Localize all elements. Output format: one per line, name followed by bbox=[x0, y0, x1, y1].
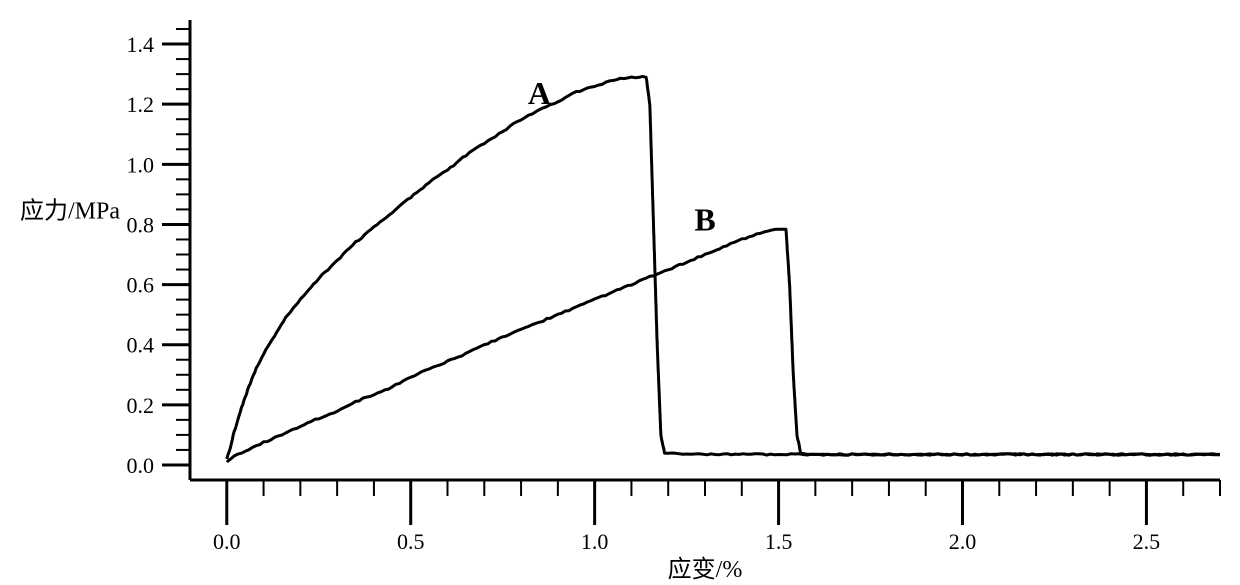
y-tick-label: 0.8 bbox=[127, 212, 155, 237]
x-tick-label: 0.0 bbox=[213, 529, 241, 554]
series-label-A: A bbox=[528, 75, 551, 111]
x-tick-label: 0.5 bbox=[397, 529, 425, 554]
y-tick-label: 1.2 bbox=[127, 92, 155, 117]
x-tick-label: 1.5 bbox=[765, 529, 793, 554]
y-tick-label: 1.0 bbox=[127, 152, 155, 177]
y-tick-label: 0.2 bbox=[127, 393, 155, 418]
chart-svg: 0.0 0.2 0.4 0.6 0.8 1.0 1.2 1.4 0.0 0.5 1.0 1.5 2.0 2… bbox=[0, 0, 1240, 585]
y-axis-label: 应力/MPa bbox=[20, 197, 120, 224]
stress-strain-chart: 0.0 0.2 0.4 0.6 0.8 1.0 1.2 1.4 0.0 0.5 1.0 1.5 2.0 2… bbox=[0, 0, 1240, 585]
x-tick-label: 2.0 bbox=[949, 529, 977, 554]
y-tick-label: 0.4 bbox=[127, 333, 155, 358]
y-tick-label: 0.6 bbox=[127, 273, 155, 298]
series-A bbox=[227, 76, 1220, 459]
y-tick-label: 1.4 bbox=[127, 32, 155, 57]
series-B bbox=[227, 229, 1220, 462]
x-tick-label: 1.0 bbox=[581, 529, 609, 554]
series-label-B: B bbox=[694, 201, 715, 237]
y-tick-label: 0.0 bbox=[127, 453, 155, 478]
x-tick-label: 2.5 bbox=[1133, 529, 1161, 554]
x-axis-label: 应变/% bbox=[668, 556, 743, 583]
